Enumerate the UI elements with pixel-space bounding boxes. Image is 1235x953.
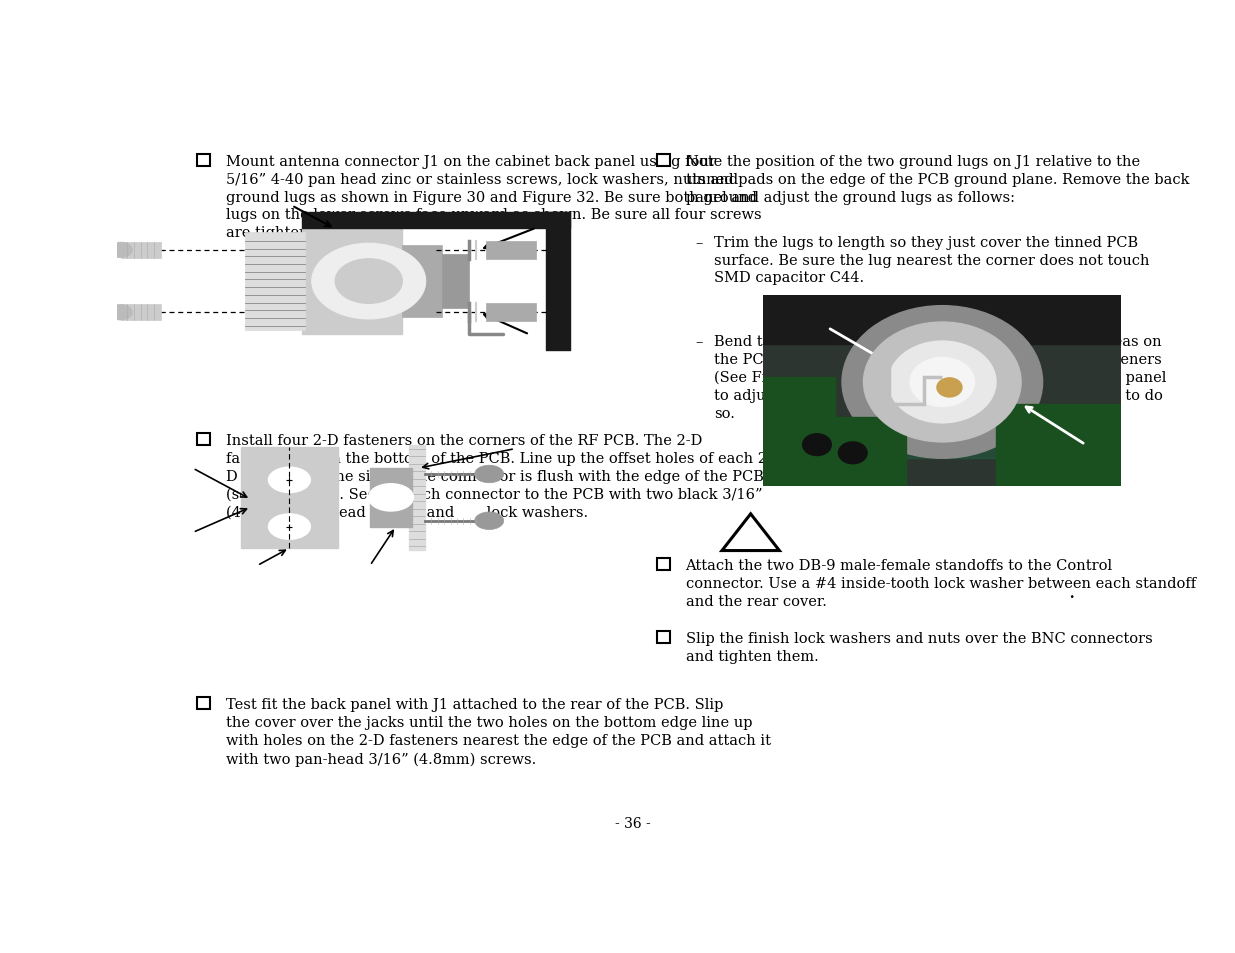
Bar	[198, 154, 210, 167]
Text: Note the position of the two ground lugs on J1 relative to the
tinned pads on th: Note the position of the two ground lugs…	[685, 154, 1189, 204]
Text: .: .	[1068, 582, 1074, 601]
Circle shape	[268, 515, 310, 539]
Text: Bend the lugs down so they rest against the tinned areas on
the PCB when the rea: Bend the lugs down so they rest against …	[714, 335, 1167, 420]
Circle shape	[474, 466, 504, 483]
Circle shape	[910, 358, 974, 407]
Circle shape	[109, 243, 132, 258]
Circle shape	[474, 513, 504, 530]
Text: Install four 2-D fasteners on the corners of the RF PCB. The 2-D
fasteners go on: Install four 2-D fasteners on the corner…	[226, 434, 772, 520]
Circle shape	[335, 259, 403, 304]
Bar	[657, 154, 669, 167]
Polygon shape	[301, 229, 403, 335]
Bar	[763, 295, 1121, 344]
Text: Trim the lugs to length so they just cover the tinned PCB
surface. Be sure the l: Trim the lugs to length so they just cov…	[714, 235, 1150, 285]
Bar	[121, 243, 161, 258]
Circle shape	[803, 435, 831, 456]
Circle shape	[888, 342, 995, 423]
Text: - 36 -: - 36 -	[615, 816, 651, 830]
Text: Slip the finish lock washers and nuts over the BNC connectors
and tighten them.: Slip the finish lock washers and nuts ov…	[685, 632, 1152, 663]
Bar	[763, 418, 906, 486]
Bar	[442, 255, 469, 309]
Circle shape	[937, 378, 962, 397]
Bar	[403, 246, 442, 317]
Bar	[198, 698, 210, 709]
Circle shape	[863, 323, 1021, 442]
Bar	[487, 242, 536, 259]
Bar	[370, 469, 411, 527]
Bar	[245, 233, 305, 331]
Circle shape	[311, 244, 426, 319]
Circle shape	[839, 442, 867, 464]
Bar	[198, 434, 210, 445]
Bar	[121, 305, 161, 320]
Circle shape	[109, 305, 132, 321]
Text: Attach the two DB-9 male-female standoffs to the Control
connector. Use a #4 ins: Attach the two DB-9 male-female standoff…	[685, 558, 1195, 608]
Circle shape	[368, 484, 414, 512]
Bar	[888, 377, 1031, 458]
Text: –: –	[695, 235, 703, 250]
Bar	[487, 304, 536, 322]
Text: –: –	[695, 335, 703, 349]
Circle shape	[842, 306, 1042, 458]
Bar	[409, 445, 425, 551]
Bar	[657, 632, 669, 643]
Circle shape	[268, 468, 310, 493]
Bar	[995, 404, 1121, 486]
Bar	[241, 447, 337, 548]
Text: Mount antenna connector J1 on the cabinet back panel using four
5/16” 4-40 pan h: Mount antenna connector J1 on the cabine…	[226, 154, 762, 240]
Bar	[657, 558, 669, 570]
Bar	[763, 377, 835, 486]
Text: Test fit the back panel with J1 attached to the rear of the PCB. Slip
the cover : Test fit the back panel with J1 attached…	[226, 698, 771, 766]
